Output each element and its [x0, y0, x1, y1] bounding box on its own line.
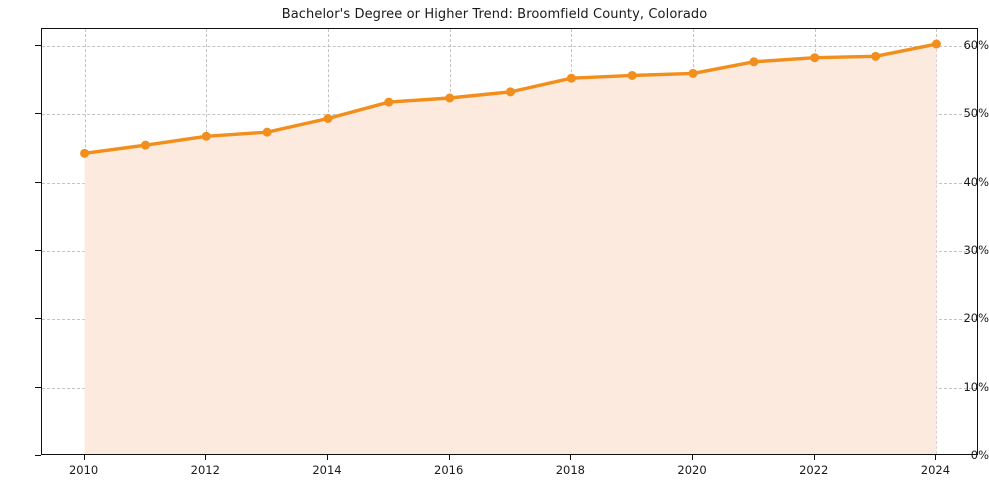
data-point-marker[interactable] — [445, 93, 455, 103]
x-axis-tick-label: 2020 — [677, 463, 707, 477]
y-axis-tick-label: 40% — [963, 174, 989, 189]
y-axis-tick-mark — [35, 113, 41, 115]
y-axis-tick-mark — [35, 181, 41, 183]
x-axis-tick-mark — [83, 455, 85, 460]
y-axis-tick-label: 10% — [963, 379, 989, 394]
data-point-marker[interactable] — [140, 140, 150, 150]
series-area-fill — [84, 44, 937, 454]
chart-title: Bachelor's Degree or Higher Trend: Broom… — [281, 7, 708, 22]
x-axis-tick-label: 2014 — [312, 463, 342, 477]
gridline-horizontal — [42, 46, 977, 48]
plot-inner — [42, 29, 977, 454]
data-point-marker[interactable] — [931, 39, 941, 49]
x-axis-tick-mark — [205, 455, 207, 460]
x-axis-tick-label: 2018 — [555, 463, 585, 477]
y-axis-tick-label: 60% — [963, 38, 989, 53]
x-axis-tick-mark — [692, 455, 694, 460]
x-axis-tick-mark — [813, 455, 815, 460]
data-point-marker[interactable] — [384, 97, 394, 107]
x-axis-tick-mark — [570, 455, 572, 460]
x-axis-tick-label: 2012 — [190, 463, 220, 477]
y-axis-tick-label: 0% — [970, 448, 989, 462]
data-point-marker[interactable] — [201, 131, 211, 141]
y-axis-tick-mark — [35, 455, 41, 456]
x-axis-tick-mark — [935, 455, 937, 460]
y-axis-tick-mark — [35, 45, 41, 47]
x-axis-tick-label: 2024 — [920, 463, 951, 477]
y-axis-tick-label: 30% — [963, 243, 989, 258]
data-point-marker[interactable] — [323, 113, 333, 123]
series-line-area — [80, 39, 941, 454]
y-axis-tick-mark — [35, 386, 41, 388]
y-axis-tick-label: 20% — [963, 311, 989, 326]
data-point-marker[interactable] — [688, 68, 698, 78]
x-axis-tick-mark — [326, 455, 328, 460]
x-axis-tick-label: 2016 — [434, 463, 464, 477]
gridline-vertical — [936, 29, 938, 454]
x-axis-tick-label: 2022 — [799, 463, 829, 477]
y-axis-tick-mark — [35, 250, 41, 252]
y-axis-tick-label: 50% — [963, 106, 989, 121]
data-point-marker[interactable] — [262, 127, 272, 137]
data-point-marker[interactable] — [749, 57, 759, 67]
data-point-marker[interactable] — [627, 70, 637, 80]
x-axis-tick-label: 2010 — [68, 463, 99, 477]
data-point-marker[interactable] — [80, 148, 90, 158]
y-axis-tick-mark — [35, 318, 41, 320]
x-axis-tick-mark — [448, 455, 450, 460]
data-point-marker[interactable] — [810, 53, 820, 63]
data-point-marker[interactable] — [871, 51, 881, 61]
plot-area — [41, 28, 978, 455]
data-point-marker[interactable] — [506, 87, 515, 97]
data-point-marker[interactable] — [566, 73, 576, 83]
